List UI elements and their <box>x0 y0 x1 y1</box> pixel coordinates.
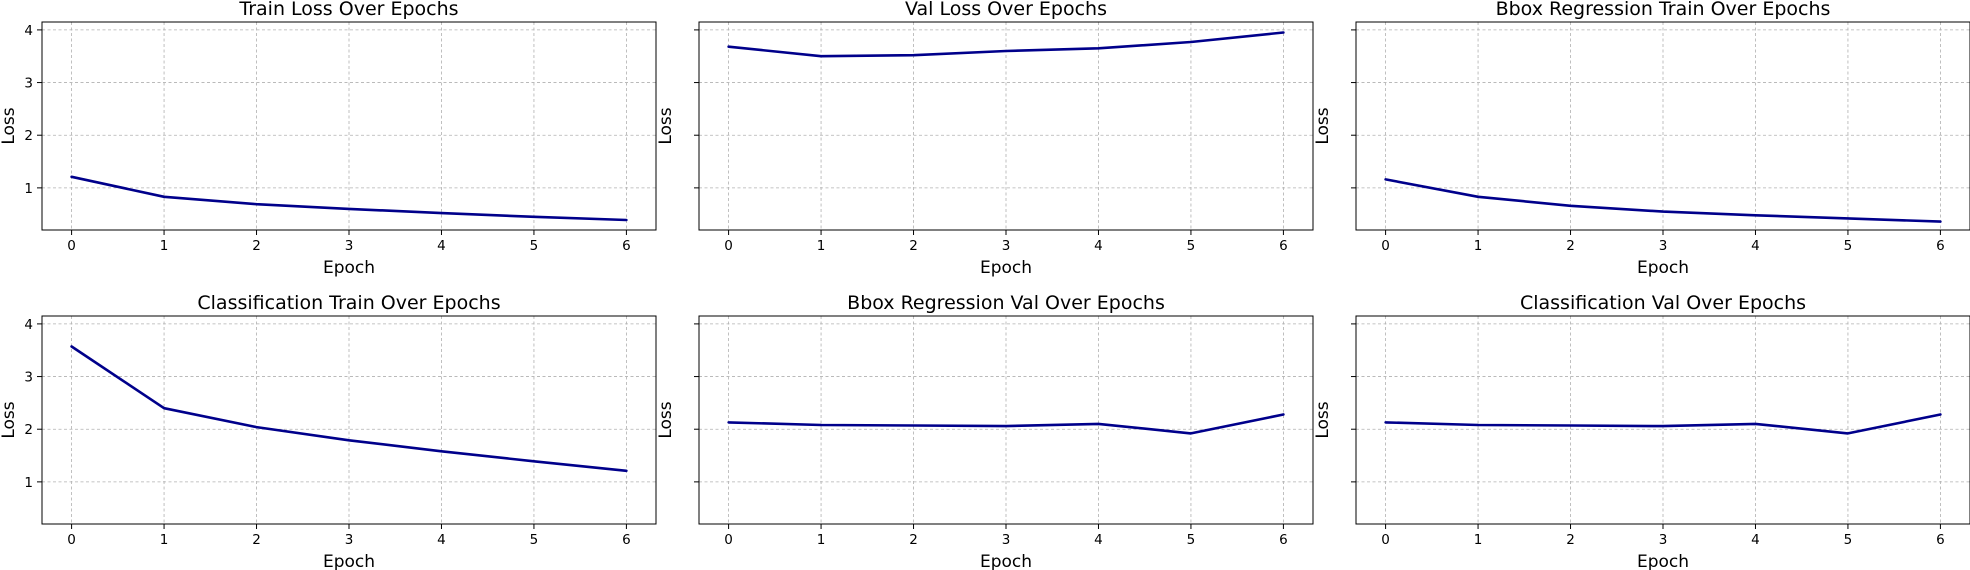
x-tick-label: 0 <box>1381 238 1390 254</box>
x-tick-label: 2 <box>909 238 918 254</box>
x-tick-label: 4 <box>437 532 446 548</box>
series-line <box>727 413 1285 435</box>
y-axis-label: Loss <box>656 401 676 438</box>
series-line <box>1384 413 1942 435</box>
y-axis-label: Loss <box>656 107 676 144</box>
x-tick-label: 6 <box>1936 238 1945 254</box>
y-tick-label: 1 <box>24 475 33 491</box>
y-axis-label: Loss <box>0 401 19 438</box>
chart-panel-1: 0 1 2 3 4 5 6 1 2 3 4 Train Loss Over Epochs Epoch Lo… <box>0 0 657 278</box>
x-tick-label: 0 <box>724 532 733 548</box>
chart-panel-5: 0 1 2 3 4 5 6 Bbox Regression Val Over Epochs Ep… <box>656 292 1314 570</box>
y-tick-label: 1 <box>24 181 33 197</box>
y-tick-label: 4 <box>24 317 33 333</box>
chart-title: Bbox Regression Val Over Epochs <box>847 292 1165 314</box>
y-tick-label: 2 <box>24 422 33 438</box>
x-axis-label: Epoch <box>980 552 1032 570</box>
x-tick-label: 2 <box>252 532 261 548</box>
x-axis-label: Epoch <box>1637 552 1689 570</box>
chart-title: Classification Train Over Epochs <box>197 292 500 314</box>
x-tick-label: 5 <box>1187 238 1196 254</box>
series-line <box>70 345 628 473</box>
chart-panel-6: 0 1 2 3 4 5 6 Classification Val Over Epochs Epo… <box>1313 292 1970 570</box>
chart-title: Val Loss Over Epochs <box>905 0 1107 20</box>
x-tick-label: 4 <box>1094 238 1103 254</box>
x-axis-label: Epoch <box>980 258 1032 278</box>
x-axis-label: Epoch <box>323 552 375 570</box>
x-tick-label: 4 <box>1751 238 1760 254</box>
y-axis-label: Loss <box>1313 401 1333 438</box>
x-tick-label: 2 <box>1566 532 1575 548</box>
x-tick-label: 4 <box>1751 532 1760 548</box>
x-tick-label: 2 <box>1566 238 1575 254</box>
x-tick-label: 1 <box>1474 532 1483 548</box>
y-axis-label: Loss <box>1313 107 1333 144</box>
x-tick-label: 3 <box>1002 532 1011 548</box>
x-tick-label: 0 <box>67 532 76 548</box>
y-axis-label: Loss <box>0 107 19 144</box>
x-tick-label: 6 <box>1279 238 1288 254</box>
x-tick-label: 2 <box>252 238 261 254</box>
x-tick-label: 1 <box>1474 238 1483 254</box>
chart-panel-2: 0 1 2 3 4 5 6 Val Loss Over Epochs Epoch Loss <box>656 0 1314 278</box>
chart-title: Classification Val Over Epochs <box>1520 292 1806 314</box>
x-tick-label: 1 <box>160 532 169 548</box>
x-tick-label: 0 <box>67 238 76 254</box>
x-tick-label: 3 <box>1002 238 1011 254</box>
y-tick-label: 3 <box>24 370 33 386</box>
x-axis-label: Epoch <box>323 258 375 278</box>
x-tick-label: 0 <box>1381 532 1390 548</box>
chart-title: Bbox Regression Train Over Epochs <box>1496 0 1831 20</box>
x-tick-label: 2 <box>909 532 918 548</box>
x-tick-label: 3 <box>345 532 354 548</box>
x-tick-label: 5 <box>530 532 539 548</box>
x-tick-label: 5 <box>1844 532 1853 548</box>
x-tick-label: 1 <box>817 532 826 548</box>
x-tick-label: 6 <box>622 238 631 254</box>
y-tick-label: 2 <box>24 128 33 144</box>
chart-panel-4: 0 1 2 3 4 5 6 1 2 3 4 Classification Train Over Epo… <box>0 292 657 570</box>
chart-panel-3: 0 1 2 3 4 5 6 Bbox Regression Train Over Epochs… <box>1313 0 1970 278</box>
x-tick-label: 5 <box>1844 238 1853 254</box>
x-tick-label: 3 <box>1659 238 1668 254</box>
y-tick-label: 4 <box>24 23 33 39</box>
series-line <box>70 175 628 222</box>
x-tick-label: 4 <box>1094 532 1103 548</box>
x-tick-label: 3 <box>345 238 354 254</box>
x-tick-label: 3 <box>1659 532 1668 548</box>
x-tick-label: 4 <box>437 238 446 254</box>
x-axis-label: Epoch <box>1637 258 1689 278</box>
x-tick-label: 6 <box>1936 532 1945 548</box>
series-line <box>727 31 1285 58</box>
chart-title: Train Loss Over Epochs <box>238 0 458 20</box>
series-line <box>1384 178 1942 223</box>
x-tick-label: 6 <box>622 532 631 548</box>
x-tick-label: 5 <box>1187 532 1196 548</box>
x-tick-label: 6 <box>1279 532 1288 548</box>
x-tick-label: 1 <box>160 238 169 254</box>
x-tick-label: 0 <box>724 238 733 254</box>
x-tick-label: 1 <box>817 238 826 254</box>
y-tick-label: 3 <box>24 76 33 92</box>
x-tick-label: 5 <box>530 238 539 254</box>
